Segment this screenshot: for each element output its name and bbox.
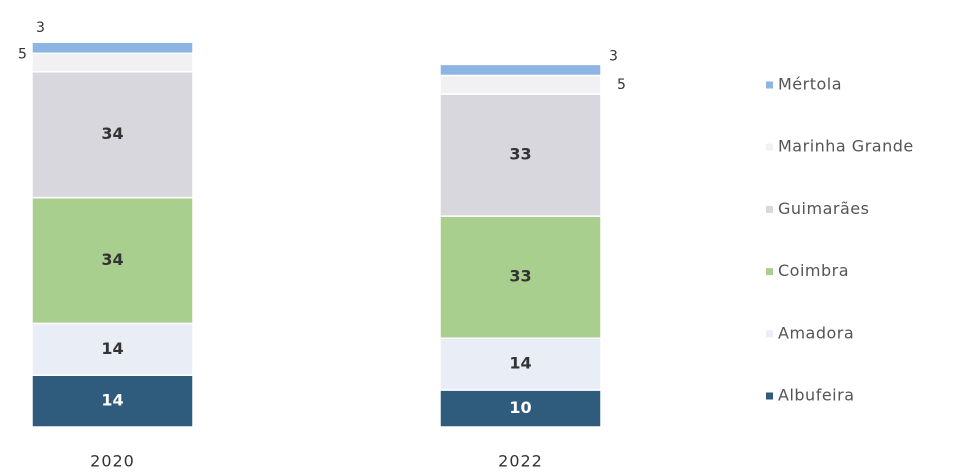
- legend-label: Amadora: [778, 323, 854, 342]
- segment-label: 14: [509, 354, 531, 373]
- bar-segment: [439, 215, 602, 339]
- bar-segment: [439, 74, 602, 95]
- segment-label: 10: [509, 398, 531, 417]
- legend-marker: [766, 268, 773, 276]
- segment-label: 34: [101, 124, 123, 143]
- x-tick-label: 2020: [90, 452, 135, 471]
- bar-segment: [31, 71, 194, 199]
- bar-segment: [439, 93, 602, 217]
- legend-label: Marinha Grande: [778, 137, 914, 156]
- legend-marker: [766, 205, 773, 213]
- x-tick-label: 2022: [498, 452, 543, 471]
- bar-segment: [439, 63, 602, 77]
- bar-segment: [31, 41, 194, 55]
- legend-label: Coimbra: [778, 261, 849, 280]
- legend-label: Albufeira: [778, 386, 855, 405]
- segment-label: 33: [509, 145, 531, 164]
- legend-marker: [766, 330, 773, 338]
- segment-label: 14: [101, 339, 123, 358]
- segment-label: 33: [509, 267, 531, 286]
- legend-marker: [766, 392, 773, 400]
- legend-marker: [766, 81, 773, 89]
- bar-segment: [31, 374, 194, 428]
- bar-segment: [31, 322, 194, 376]
- bar-segment: [439, 337, 602, 391]
- segment-label: 14: [101, 391, 123, 410]
- segment-label: 5: [18, 47, 27, 63]
- legend-marker: [766, 143, 773, 151]
- bar-segment: [31, 52, 194, 73]
- segment-label: 5: [617, 77, 626, 93]
- bar-segment: [439, 389, 602, 428]
- segment-label: 34: [101, 250, 123, 269]
- segment-label: 3: [36, 20, 45, 36]
- legend-label: Mértola: [778, 75, 842, 94]
- legend-label: Guimarães: [778, 199, 869, 218]
- segment-label: 3: [609, 48, 618, 64]
